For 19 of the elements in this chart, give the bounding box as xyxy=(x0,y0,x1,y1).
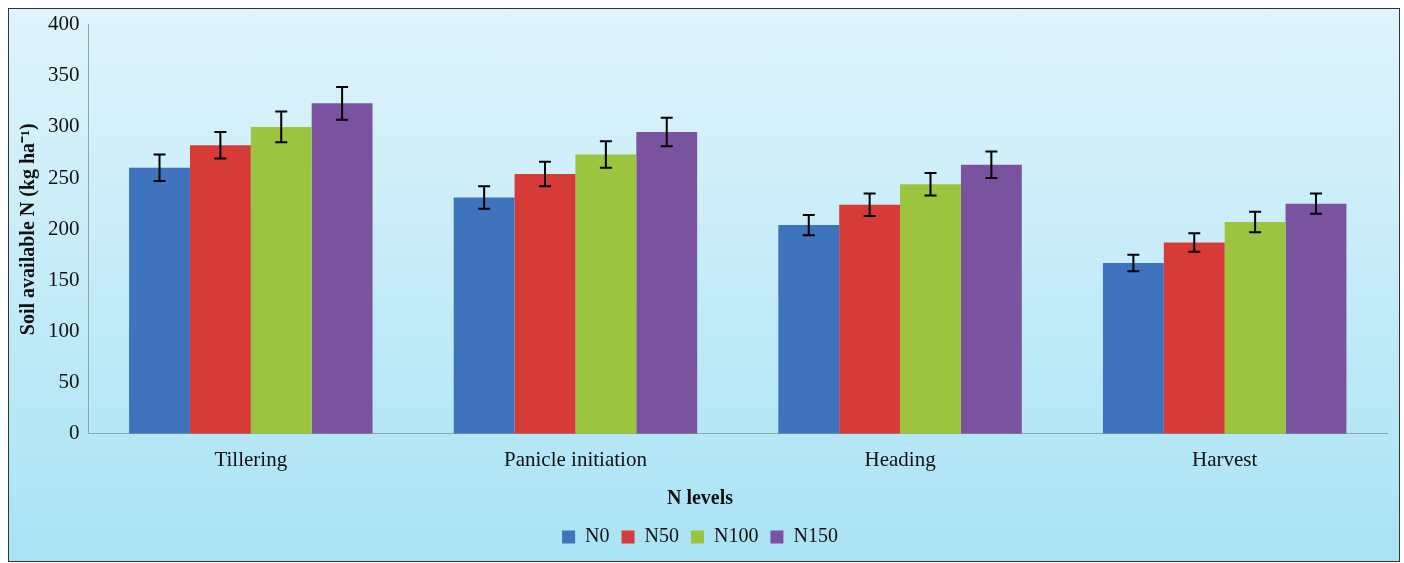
y-tick-label: 100 xyxy=(48,318,80,343)
x-tick-label: Tillering xyxy=(214,446,288,471)
legend-label: N0 xyxy=(585,524,610,547)
x-tick-label: Harvest xyxy=(1192,446,1258,471)
y-tick-label: 400 xyxy=(48,11,80,36)
x-tick-label: Panicle initiation xyxy=(503,446,648,471)
legend-title: N levels xyxy=(666,486,734,509)
y-tick-label: 150 xyxy=(48,266,80,291)
y-tick-label: 300 xyxy=(48,113,80,138)
legend-label: N50 xyxy=(644,524,680,547)
x-tick-label: Heading xyxy=(864,446,937,471)
y-tick-label: 250 xyxy=(48,164,80,189)
legend-label: N100 xyxy=(714,524,759,547)
y-tick-label: 350 xyxy=(48,62,80,87)
legend-label: N150 xyxy=(793,524,838,547)
y-axis-title: Soil available N (kg ha⁻¹) xyxy=(16,123,40,336)
y-tick-label: 50 xyxy=(58,369,80,394)
y-tick-label: 0 xyxy=(69,420,80,445)
y-tick-label: 200 xyxy=(48,215,80,240)
